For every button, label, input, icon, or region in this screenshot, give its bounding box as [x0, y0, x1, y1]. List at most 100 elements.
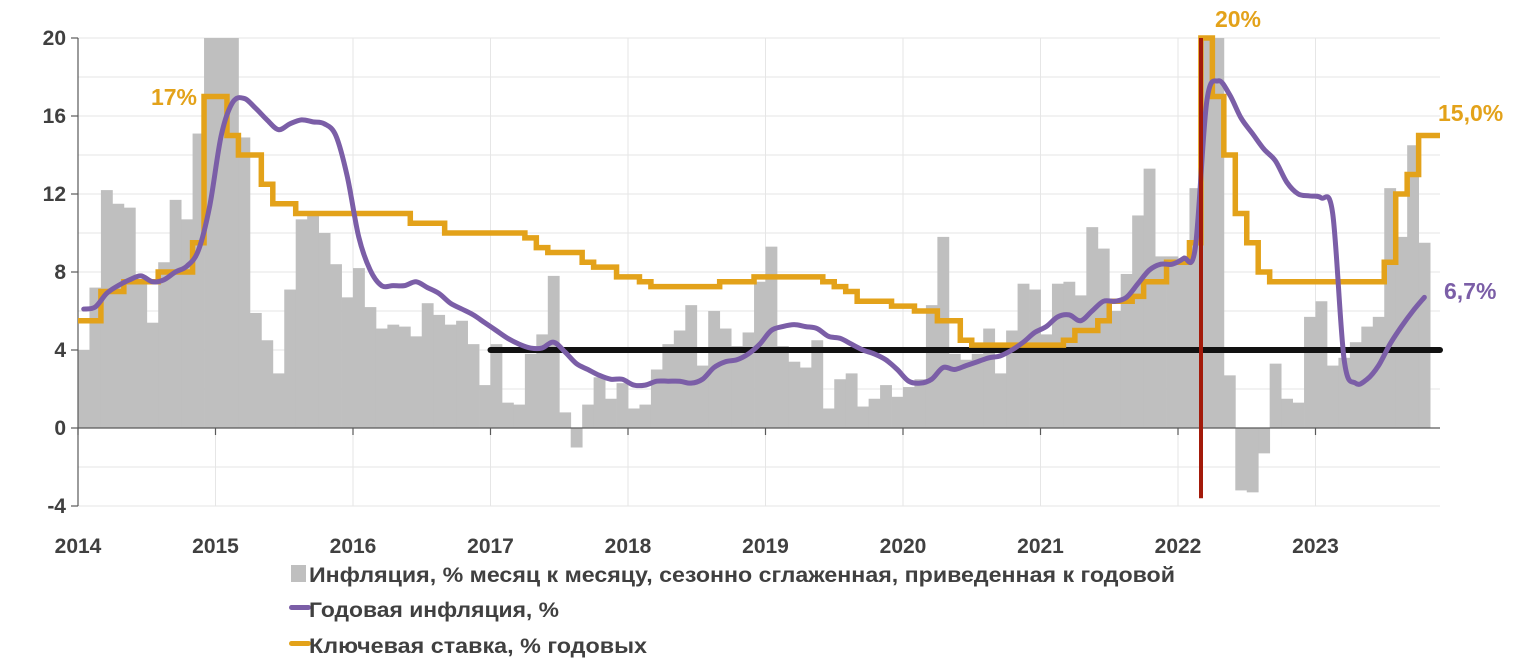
x-tick-label: 2016	[330, 535, 377, 558]
bar	[341, 297, 354, 428]
bar	[204, 38, 216, 428]
bar	[960, 359, 973, 428]
bar	[307, 213, 320, 428]
bar	[868, 398, 881, 428]
bar	[1304, 316, 1316, 428]
y-tick-label: 16	[43, 105, 66, 128]
y-tick-label: -4	[47, 495, 66, 518]
bar	[570, 428, 583, 448]
bar	[948, 353, 961, 428]
bar	[1372, 316, 1385, 428]
bar	[169, 199, 182, 428]
bar	[1246, 428, 1259, 493]
bar	[891, 396, 904, 428]
bar	[788, 361, 801, 428]
bar	[776, 346, 789, 428]
bar	[444, 324, 457, 428]
bar	[903, 387, 915, 428]
y-tick-label: 0	[54, 417, 66, 440]
bar	[295, 219, 308, 428]
bar	[375, 328, 388, 428]
key-rate-line	[78, 35, 1440, 348]
x-tick-label: 2018	[605, 535, 652, 558]
x-tick-label: 2020	[880, 535, 927, 558]
legend-label-annual: Годовая инфляция, %	[309, 599, 559, 622]
bar	[845, 373, 858, 428]
bar	[1086, 227, 1099, 428]
tick-labels: -4 0 4 8 12 16 20 2014 2015 2016 2017 2018 2019 2020 2…	[43, 27, 1339, 558]
bar	[1418, 242, 1431, 428]
legend-swatch-annual	[289, 605, 311, 610]
bar	[398, 326, 411, 428]
bar	[754, 281, 766, 428]
bar	[1395, 236, 1408, 428]
bar	[937, 236, 950, 428]
bar	[1074, 295, 1087, 428]
x-tick-label: 2023	[1292, 535, 1339, 558]
bar	[1143, 168, 1156, 428]
y-tick-label: 12	[43, 183, 66, 206]
bar	[261, 340, 274, 428]
legend-swatch-rate	[289, 641, 311, 646]
bar	[1269, 363, 1282, 428]
bar	[364, 307, 377, 428]
bar	[284, 289, 297, 428]
bar	[628, 408, 640, 428]
bar	[501, 402, 514, 428]
bar	[1258, 428, 1271, 454]
bar	[1097, 248, 1110, 428]
bar	[880, 385, 892, 428]
bar	[559, 412, 572, 428]
bar	[330, 264, 342, 428]
x-tick-label: 2022	[1155, 535, 1202, 558]
annotation-label: 15,0%	[1438, 100, 1503, 126]
bar	[765, 246, 778, 428]
bar	[1235, 428, 1248, 491]
legend: Инфляция, % месяц к месяцу, сезонно сгла…	[289, 564, 1175, 658]
y-tick-label: 8	[54, 261, 66, 284]
bar	[1281, 398, 1293, 428]
annotation-label: 20%	[1215, 6, 1261, 32]
bar	[410, 336, 423, 428]
x-tick-label: 2015	[192, 535, 239, 558]
bar	[215, 38, 228, 428]
bar	[112, 203, 125, 428]
legend-label-rate: Ключевая ставка, % годовых	[309, 635, 647, 658]
bar	[158, 262, 171, 428]
bar	[249, 312, 262, 428]
bar	[353, 268, 365, 428]
annotation-label: 6,7%	[1444, 278, 1496, 304]
bar	[1326, 365, 1339, 428]
bar	[650, 369, 663, 428]
bar	[192, 133, 205, 429]
bar	[490, 344, 503, 428]
legend-label-bars: Инфляция, % месяц к месяцу, сезонно сгла…	[309, 564, 1175, 587]
bar	[536, 334, 549, 428]
bar	[1315, 301, 1328, 428]
bar	[662, 344, 675, 428]
bar	[1109, 311, 1122, 428]
x-tick-label: 2021	[1017, 535, 1064, 558]
bar	[799, 367, 812, 428]
bar	[1017, 283, 1030, 428]
bar	[1212, 38, 1225, 428]
bar	[1178, 258, 1190, 428]
y-tick-label: 20	[43, 27, 66, 50]
bar	[1384, 188, 1397, 428]
bar	[467, 344, 480, 428]
bar	[89, 287, 102, 428]
annual-inflation-line	[81, 78, 1427, 389]
bar	[1292, 402, 1305, 428]
bar	[1223, 375, 1236, 428]
bar	[616, 383, 629, 428]
x-tick-label: 2014	[55, 535, 102, 558]
bar	[639, 404, 652, 428]
annotation-label: 17%	[151, 84, 197, 110]
bar	[685, 305, 698, 428]
bar	[1051, 283, 1064, 428]
bar	[719, 328, 732, 428]
axes	[71, 37, 1440, 507]
bar	[1166, 256, 1179, 428]
bar	[983, 328, 996, 428]
